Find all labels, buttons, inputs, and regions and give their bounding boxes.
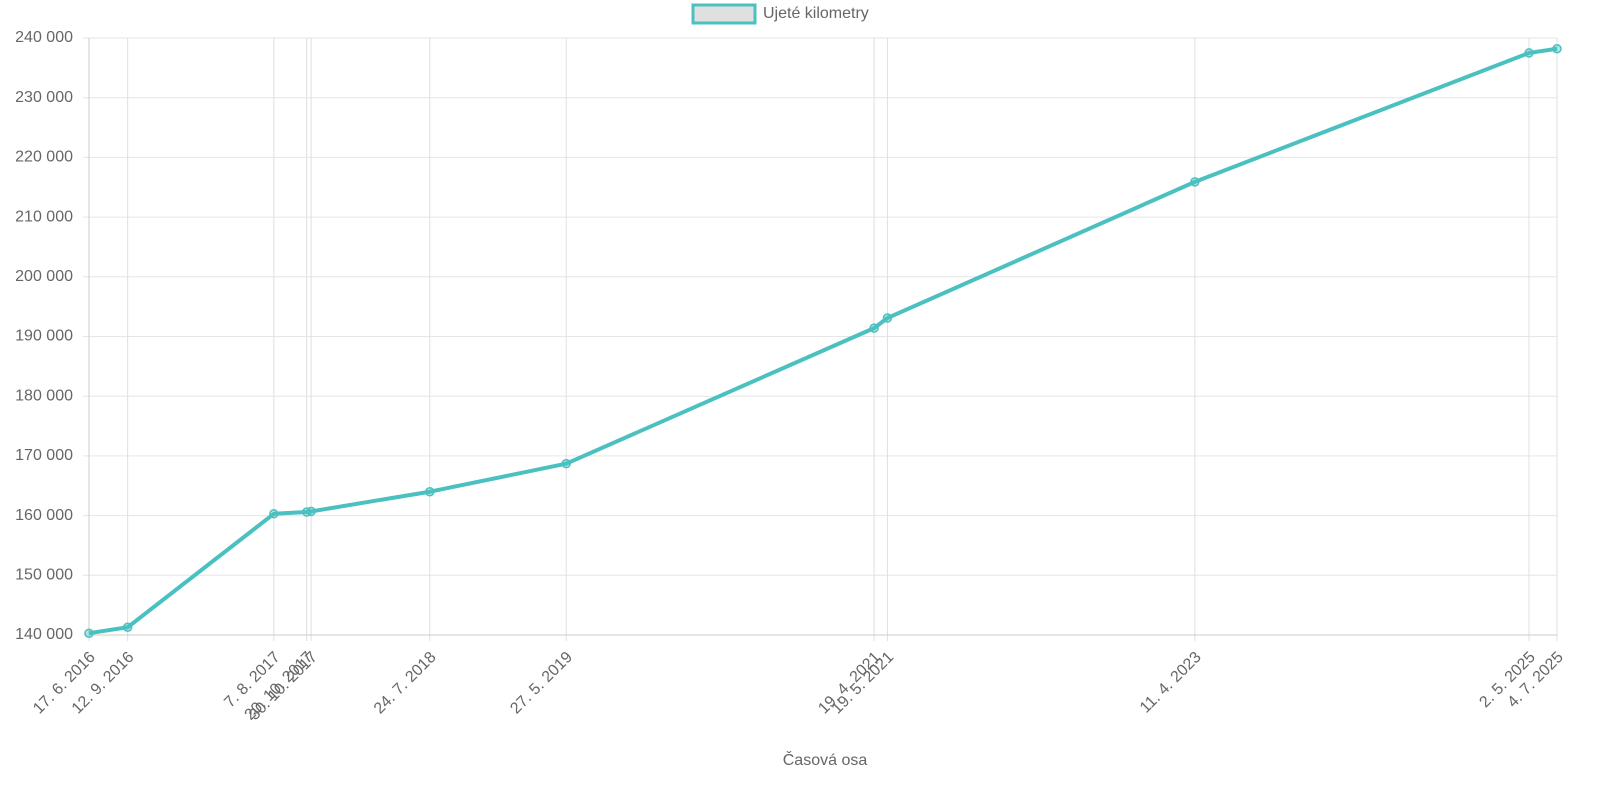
data-point xyxy=(1190,177,1200,187)
legend-swatch xyxy=(691,3,757,25)
data-point xyxy=(306,506,316,517)
y-tick-label: 180 000 xyxy=(15,387,73,404)
data-point xyxy=(1524,48,1534,58)
y-tick-label: 210 000 xyxy=(15,208,73,225)
data-point xyxy=(425,486,435,497)
data-line xyxy=(88,46,1558,636)
y-tick-label: 150 000 xyxy=(15,567,73,584)
y-tick-label: 200 000 xyxy=(15,268,73,285)
y-tick-label: 190 000 xyxy=(15,328,73,345)
data-point xyxy=(561,458,571,469)
data-point xyxy=(1552,43,1562,54)
y-tick-label: 160 000 xyxy=(15,507,73,524)
x-axis-title: Časová osa xyxy=(783,750,868,769)
data-point xyxy=(869,323,879,333)
data-point xyxy=(882,313,893,323)
y-tick-label: 240 000 xyxy=(15,29,73,46)
x-tick-label: 11. 4. 2023 xyxy=(1137,649,1205,717)
data-point xyxy=(84,628,94,638)
x-tick-label: 27. 5. 2019 xyxy=(507,649,576,718)
y-tick-label: 140 000 xyxy=(15,626,73,643)
y-tick-label: 230 000 xyxy=(15,89,73,106)
y-tick-label: 220 000 xyxy=(15,149,73,166)
data-point xyxy=(122,622,133,632)
data-point xyxy=(269,509,279,519)
y-tick-label: 170 000 xyxy=(15,447,73,464)
legend-label: Ujeté kilometry xyxy=(763,5,869,22)
x-tick-label: 24. 7. 2018 xyxy=(371,649,440,718)
